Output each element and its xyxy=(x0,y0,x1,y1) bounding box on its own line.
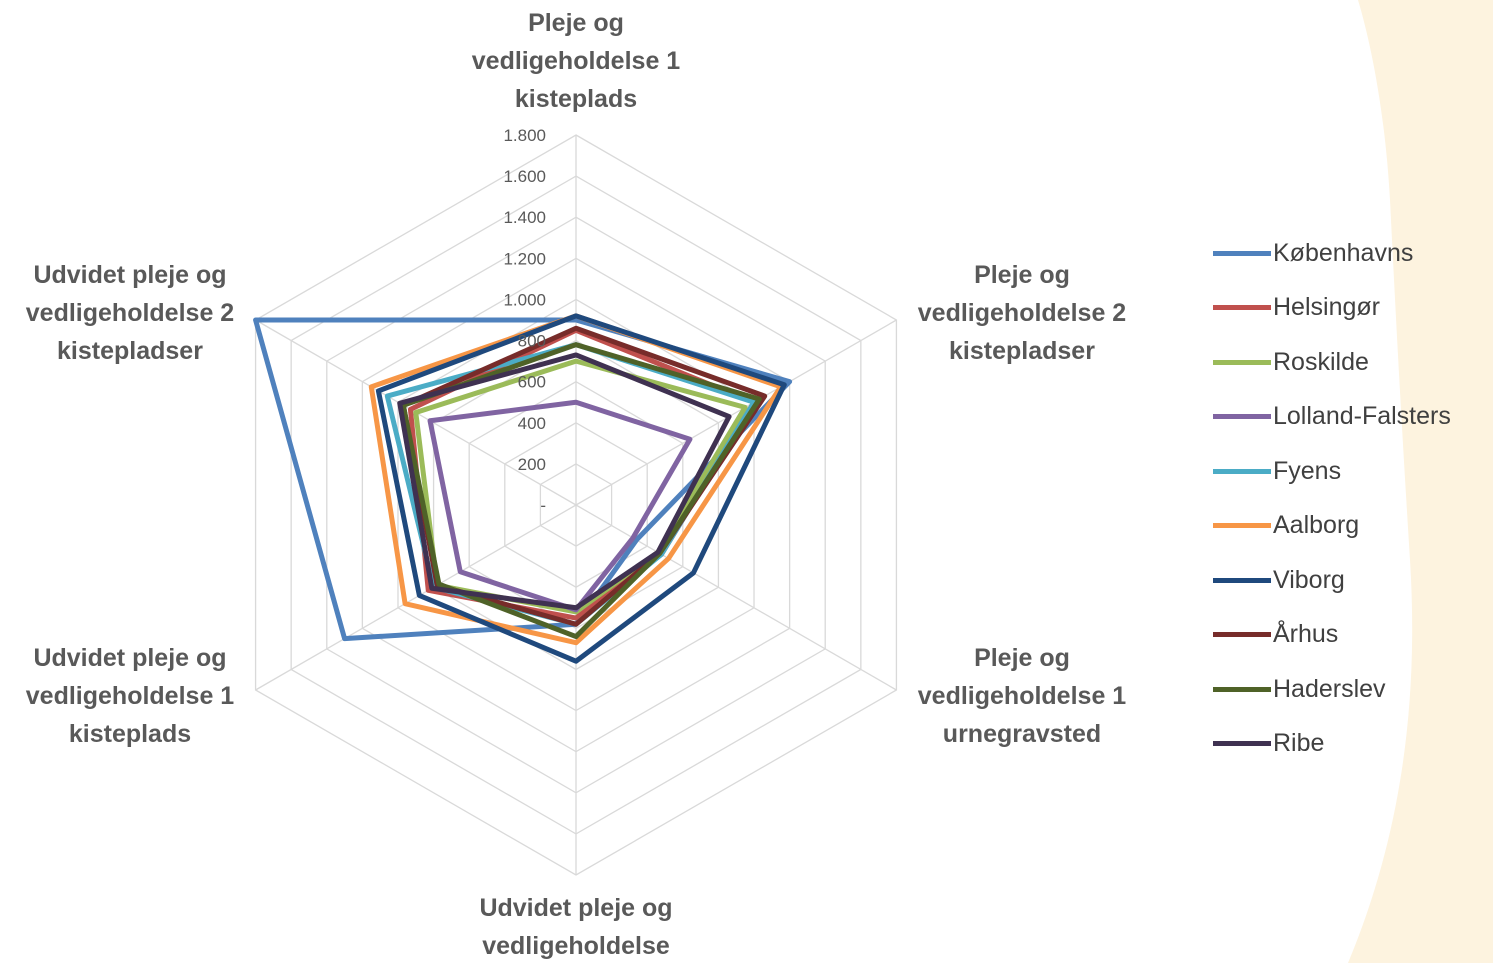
legend-item-3: Roskilde xyxy=(1213,335,1493,390)
legend-swatch xyxy=(1213,359,1271,365)
axis-spoke xyxy=(255,504,577,691)
series-line-9 xyxy=(400,342,762,640)
axis-label-1: Pleje og vedligeholdelse 1 kisteplads xyxy=(471,9,681,113)
legend-swatch xyxy=(1213,305,1271,311)
legend-item-7: Viborg xyxy=(1213,553,1493,608)
axis-label-2: Pleje og vedligeholdelse 2 kistepladser xyxy=(917,261,1127,365)
legend-item-2: Helsingør xyxy=(1213,281,1493,336)
tick-label: 1.600 xyxy=(503,167,546,186)
legend-label: Aalborg xyxy=(1273,511,1360,540)
legend-swatch xyxy=(1213,250,1271,256)
legend-label: Roskilde xyxy=(1273,347,1369,376)
series-line-7 xyxy=(375,313,787,664)
legend-item-9: Haderslev xyxy=(1213,662,1493,717)
legend-item-10: Ribe xyxy=(1213,717,1493,772)
legend-label: Århus xyxy=(1273,620,1339,649)
legend-swatch xyxy=(1213,686,1271,692)
tick-label: 1.800 xyxy=(503,126,546,145)
tick-label: 200 xyxy=(518,455,546,474)
legend-label: Lolland-Falsters xyxy=(1273,402,1451,431)
legend-item-4: Lolland-Falsters xyxy=(1213,390,1493,445)
tick-label: - xyxy=(540,496,546,515)
legend-label: Ribe xyxy=(1273,729,1325,758)
axis-label-3: Pleje og vedligeholdelse 1 urnegravsted xyxy=(917,644,1127,748)
tick-label: 1.000 xyxy=(503,290,546,309)
legend-swatch xyxy=(1213,577,1271,583)
legend: Københavns Helsingør Roskilde Lolland-Falst… xyxy=(1213,226,1493,771)
axis-label-6: Udvidet pleje og vedligeholdelse 2 kiste… xyxy=(25,261,235,365)
tick-label: 1.200 xyxy=(503,249,546,268)
tick-label: 400 xyxy=(518,414,546,433)
tick-label: 600 xyxy=(518,373,546,392)
legend-swatch xyxy=(1213,632,1271,638)
legend-label: Haderslev xyxy=(1273,674,1386,703)
legend-item-8: Århus xyxy=(1213,608,1493,663)
axis-label-4: Udvidet pleje og vedligeholdelse xyxy=(479,894,673,960)
axis-label-5: Udvidet pleje og vedligeholdelse 1 kiste… xyxy=(25,644,235,748)
legend-item-6: Aalborg xyxy=(1213,499,1493,554)
tick-label: 800 xyxy=(518,332,546,351)
legend-label: Københavns xyxy=(1273,238,1414,267)
legend-swatch xyxy=(1213,468,1271,474)
tick-label: 1.400 xyxy=(503,208,546,227)
legend-label: Viborg xyxy=(1273,565,1345,594)
legend-swatch xyxy=(1213,523,1271,529)
axis-spoke xyxy=(575,504,897,691)
legend-item-5: Fyens xyxy=(1213,444,1493,499)
legend-swatch xyxy=(1213,741,1271,747)
axis-spoke xyxy=(575,319,897,506)
legend-swatch xyxy=(1213,414,1271,420)
legend-item-1: Københavns xyxy=(1213,226,1493,281)
legend-label: Fyens xyxy=(1273,456,1342,485)
legend-label: Helsingør xyxy=(1273,293,1380,322)
series-line-10 xyxy=(397,352,732,611)
